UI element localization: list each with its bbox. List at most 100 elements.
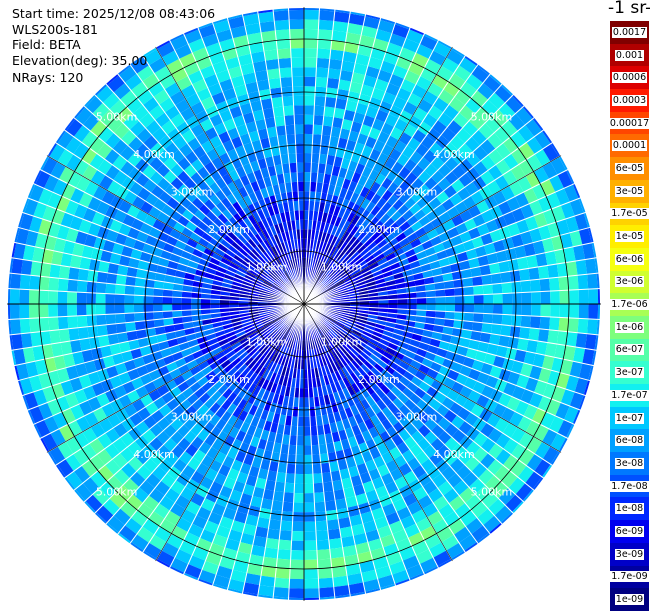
range-gate [56,224,70,241]
range-gate [333,156,344,168]
range-gate [462,277,474,288]
range-gate [190,184,203,198]
range-gate [296,152,304,163]
range-gate [316,172,325,184]
range-gate [350,268,361,277]
range-gate [327,342,335,353]
range-gate [560,232,574,249]
range-gate [351,359,361,370]
range-gate [225,96,240,110]
range-gate [400,515,416,530]
range-gate [377,525,393,539]
range-gate [470,330,482,342]
range-gate [361,25,378,39]
range-gate [407,92,423,108]
range-gate [498,488,516,506]
ray-separator [303,303,426,576]
range-gate [234,237,245,248]
range-gate [532,476,545,491]
range-gate [259,459,271,471]
range-gate [279,324,287,333]
range-gate [342,327,353,335]
range-gate [229,300,239,304]
range-gate [135,268,147,279]
range-gate [204,226,217,238]
range-gate [75,107,93,125]
ray-separator [83,303,305,503]
range-gate [145,472,161,489]
range-gate [323,490,336,502]
range-gate [245,329,256,337]
range-gate [220,342,232,351]
range-gate [533,166,550,184]
range-gate [271,316,281,323]
range-gate [177,381,190,393]
range-gate [374,516,389,530]
range-gate [189,254,201,264]
range-gate [534,441,551,460]
range-gate [166,533,184,550]
range-gate [295,143,304,154]
range-gate [286,463,296,474]
range-gate [515,483,533,501]
range-gate [136,526,155,543]
range-gate [441,127,457,143]
range-gate [268,258,277,269]
range-gate [509,269,521,283]
range-gate [269,372,278,383]
range-gate [220,410,233,423]
range-gate [315,76,328,88]
range-gate [327,285,337,292]
range-gate [500,511,514,525]
range-gate [292,521,304,532]
range-gate [232,384,244,396]
range-gate [511,233,524,248]
range-gate [498,368,512,383]
range-gate [349,265,359,274]
range-gate [369,380,380,392]
range-gate [350,251,360,261]
range-gate [220,185,233,198]
range-gate [339,526,354,538]
range-gate [321,324,329,333]
range-gate [318,325,326,335]
range-gate [287,454,297,465]
colorbar-level: 3e-07 [610,361,649,384]
range-gate [9,304,20,320]
range-gate [375,109,389,123]
range-gate [51,342,63,358]
range-gate [415,43,434,59]
range-gate [114,362,128,376]
range-gate [480,139,496,155]
range-gate [333,338,342,348]
range-gate [130,348,143,360]
range-gate [384,113,399,127]
range-gate [476,223,490,237]
range-gate [29,275,40,291]
range-gate [106,116,123,133]
colorbar-level: 1e-06 [610,315,649,339]
range-gate [162,304,173,312]
ray-separator [63,303,305,479]
range-gate [21,197,30,214]
range-gate [407,344,419,354]
range-gate [245,121,258,134]
range-gate [334,249,343,259]
range-gate [238,186,249,198]
range-gate [102,498,120,516]
range-gate [55,464,67,479]
range-gate [502,169,518,186]
range-gate [136,502,154,519]
range-gate [341,366,350,377]
range-label: 5.00km [471,485,513,498]
range-gate [251,318,261,324]
range-gate [124,304,135,314]
range-gate [261,318,272,325]
range-gate [268,273,277,281]
range-gate [353,453,365,466]
range-label: 3.00km [396,186,438,199]
range-gate [190,423,203,437]
range-gate [349,81,363,94]
range-gate [399,47,416,62]
range-gate [99,109,117,127]
